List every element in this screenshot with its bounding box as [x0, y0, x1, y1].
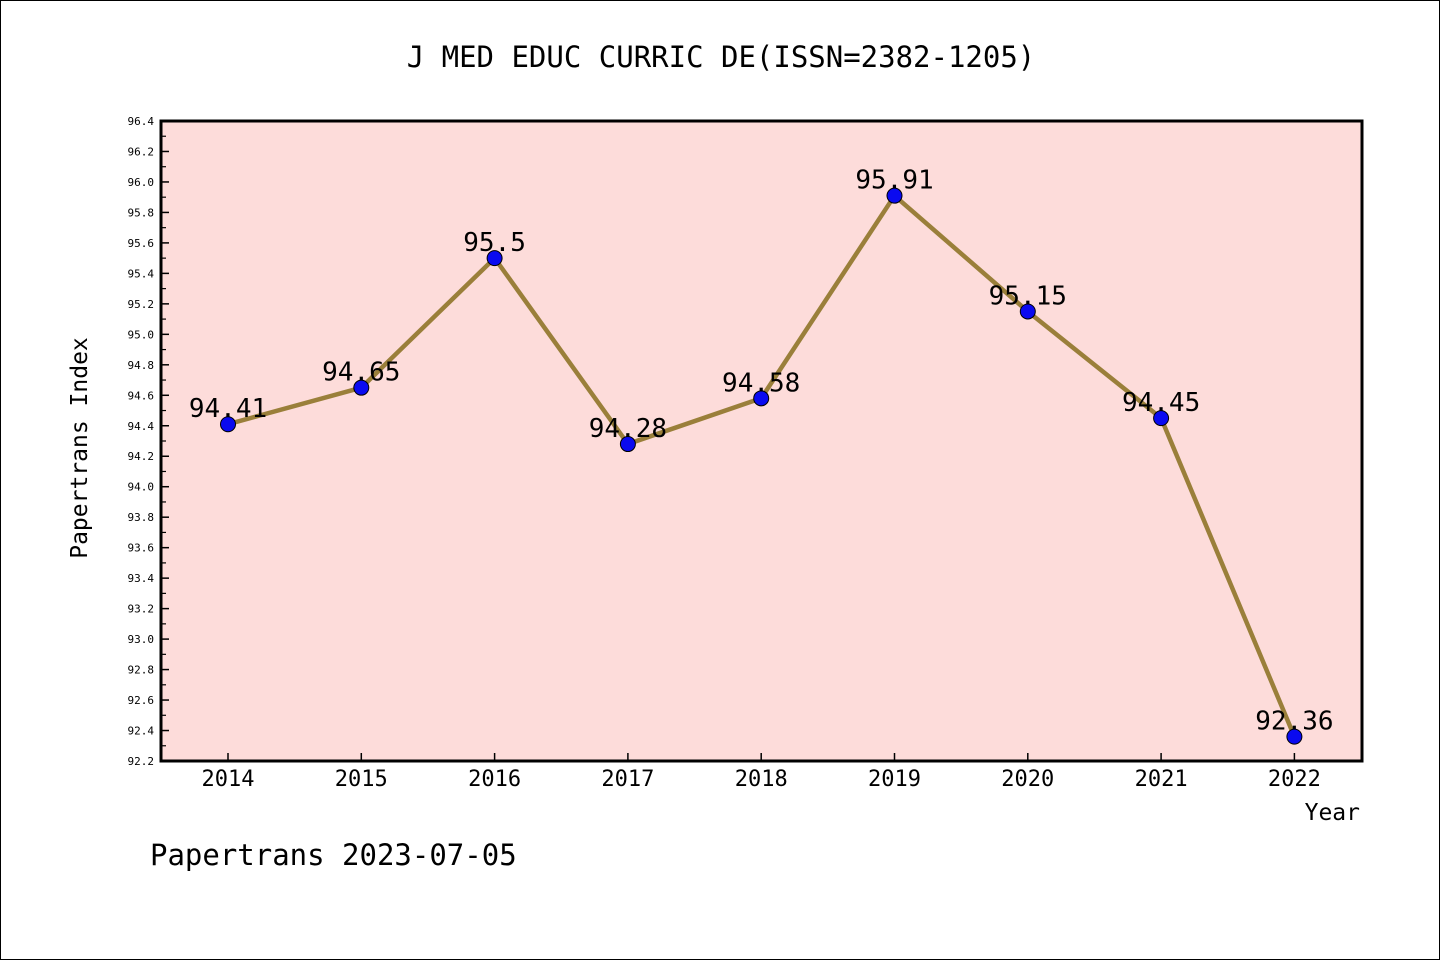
plot-area [161, 121, 1362, 761]
x-tick-label: 2020 [1001, 767, 1054, 792]
data-point-label: 94.45 [1122, 388, 1200, 418]
y-tick-label: 95.4 [128, 267, 155, 280]
y-axis-label: Papertrans Index [67, 337, 93, 559]
x-tick-label: 2015 [335, 767, 388, 792]
y-tick-label: 92.8 [128, 664, 155, 677]
y-tick-label: 94.2 [128, 450, 155, 463]
y-tick-label: 96.4 [128, 115, 155, 128]
x-tick-label: 2017 [601, 767, 654, 792]
y-tick-label: 93.4 [128, 572, 155, 585]
y-tick-label: 95.6 [128, 237, 155, 250]
data-point-label: 94.28 [589, 414, 667, 444]
x-tick-label: 2016 [468, 767, 521, 792]
y-tick-label: 92.6 [128, 694, 155, 707]
y-tick-label: 95.0 [128, 328, 155, 341]
data-point-marker [619, 436, 636, 453]
y-tick-label: 93.8 [128, 511, 155, 524]
y-tick-label: 94.0 [128, 481, 155, 494]
y-axis-ticks: 92.2 92.4 92.6 92.8 93.0 93.2 93.4 93.6 93.8 94.0… [128, 115, 169, 768]
footer-text: Papertrans 2023-07-05 [150, 838, 517, 872]
data-point-label: 95.5 [463, 228, 526, 258]
data-point-label: 95.91 [855, 166, 933, 196]
y-tick-label: 94.4 [128, 420, 155, 433]
data-point-label: 94.41 [189, 394, 267, 424]
x-tick-label: 2019 [868, 767, 921, 792]
y-tick-label: 94.6 [128, 389, 155, 402]
chart-title: J MED EDUC CURRIC DE(ISSN=2382-1205) [407, 40, 1036, 74]
data-point-marker [1153, 410, 1170, 427]
data-point-marker [1019, 303, 1036, 320]
y-tick-label: 96.2 [128, 145, 155, 158]
y-tick-label: 92.4 [128, 725, 155, 738]
x-axis-ticks: 2014 2015 2016 2017 2018 2019 2020 2021 2022 [202, 753, 1321, 792]
data-point-marker [1286, 728, 1303, 745]
x-tick-label: 2022 [1268, 767, 1321, 792]
y-tick-label: 96.0 [128, 176, 155, 189]
series-data-labels: 94.41 94.65 95.5 94.28 94.58 95.91 95.15 94.45 9… [189, 166, 1334, 737]
data-point-marker [486, 250, 503, 267]
y-tick-label: 95.2 [128, 298, 155, 311]
data-point-marker [753, 390, 770, 407]
data-point-label: 95.15 [989, 281, 1067, 311]
x-axis-label: Year [1305, 800, 1360, 826]
x-tick-label: 2014 [202, 767, 255, 792]
y-tick-label: 94.8 [128, 359, 155, 372]
data-point-marker [353, 379, 370, 396]
series-markers [220, 187, 1303, 745]
y-tick-label: 93.2 [128, 603, 155, 616]
data-point-marker [886, 187, 903, 204]
y-tick-label: 93.0 [128, 633, 155, 646]
data-point-label: 94.58 [722, 368, 800, 398]
y-tick-label: 92.2 [128, 755, 155, 768]
plot-border [159, 119, 1364, 763]
x-tick-label: 2018 [735, 767, 788, 792]
data-point-marker [220, 416, 236, 433]
data-point-label: 94.65 [322, 358, 400, 388]
x-tick-label: 2021 [1135, 767, 1188, 792]
data-point-label: 92.36 [1255, 707, 1333, 737]
y-tick-label: 95.8 [128, 206, 155, 219]
y-tick-label: 93.6 [128, 542, 155, 555]
